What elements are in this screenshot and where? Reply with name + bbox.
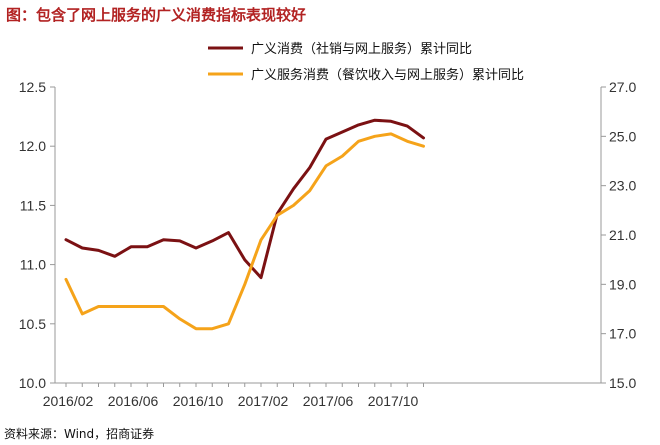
x-tick-label: 2017/10	[368, 393, 419, 409]
legend-label-1: 广义消费（社销与网上服务）累计同比	[251, 41, 472, 57]
left-tick-label: 12.5	[19, 79, 46, 95]
left-tick-label: 10.0	[19, 375, 46, 391]
right-tick-label: 23.0	[609, 178, 636, 194]
right-tick-label: 25.0	[609, 128, 636, 144]
right-tick-label: 21.0	[609, 227, 636, 243]
right-tick-label: 19.0	[609, 276, 636, 292]
x-tick-label: 2017/06	[303, 393, 354, 409]
chart-title: 图：包含了网上服务的广义消费指标表现较好	[6, 6, 307, 24]
right-tick-label: 27.0	[609, 79, 636, 95]
series-line-1	[64, 118, 425, 280]
x-tick-label: 2016/06	[108, 393, 159, 409]
left-tick-label: 12.0	[19, 138, 46, 154]
x-tick-label: 2016/02	[43, 393, 94, 409]
left-tick-label: 10.5	[19, 316, 46, 332]
right-tick-label: 17.0	[609, 326, 636, 342]
right-tick-label: 15.0	[609, 375, 636, 391]
left-tick-label: 11.5	[20, 197, 46, 213]
legend-label-2: 广义服务消费（餐饮收入与网上服务）累计同比	[251, 67, 524, 83]
x-tick-label: 2016/10	[173, 393, 224, 409]
series-line-2	[64, 132, 425, 331]
x-tick-label: 2017/02	[238, 393, 289, 409]
source-note: 资料来源：Wind，招商证券	[4, 427, 155, 441]
left-tick-label: 11.0	[20, 257, 46, 273]
